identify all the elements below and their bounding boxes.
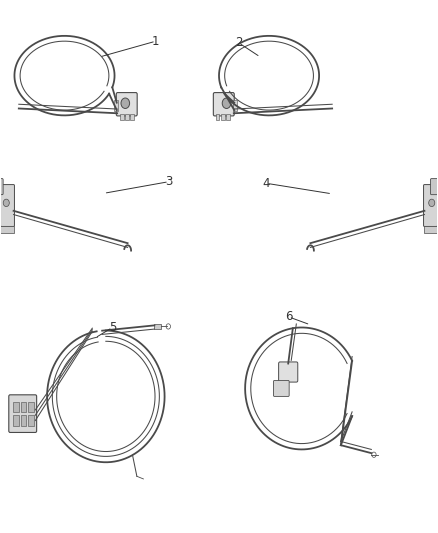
Text: 6: 6 — [285, 310, 293, 324]
Bar — [221, 114, 225, 119]
Text: 1: 1 — [152, 35, 159, 47]
Bar — [0, 227, 14, 233]
Circle shape — [222, 98, 231, 109]
Text: 2: 2 — [235, 36, 242, 49]
Text: 4: 4 — [262, 177, 270, 190]
Bar — [13, 415, 19, 425]
Circle shape — [429, 199, 435, 207]
FancyBboxPatch shape — [431, 179, 438, 195]
Text: 5: 5 — [109, 321, 116, 334]
Bar — [226, 114, 230, 119]
Bar — [13, 402, 19, 413]
FancyBboxPatch shape — [0, 184, 14, 227]
Bar — [125, 114, 129, 119]
Circle shape — [3, 199, 9, 207]
Text: 3: 3 — [165, 175, 173, 188]
Bar — [28, 415, 34, 425]
Bar — [215, 114, 219, 119]
Bar — [28, 402, 34, 413]
Bar — [130, 114, 134, 119]
Bar — [233, 100, 237, 111]
FancyBboxPatch shape — [116, 93, 137, 116]
FancyBboxPatch shape — [9, 395, 37, 432]
FancyBboxPatch shape — [273, 381, 289, 397]
FancyBboxPatch shape — [0, 179, 3, 195]
FancyBboxPatch shape — [279, 362, 298, 382]
FancyBboxPatch shape — [424, 184, 438, 227]
Bar — [154, 324, 161, 329]
Circle shape — [121, 98, 130, 109]
FancyBboxPatch shape — [213, 93, 234, 116]
Bar — [424, 227, 438, 233]
Bar — [120, 114, 124, 119]
Bar — [21, 415, 26, 425]
Bar — [114, 100, 118, 111]
Bar — [21, 402, 26, 413]
